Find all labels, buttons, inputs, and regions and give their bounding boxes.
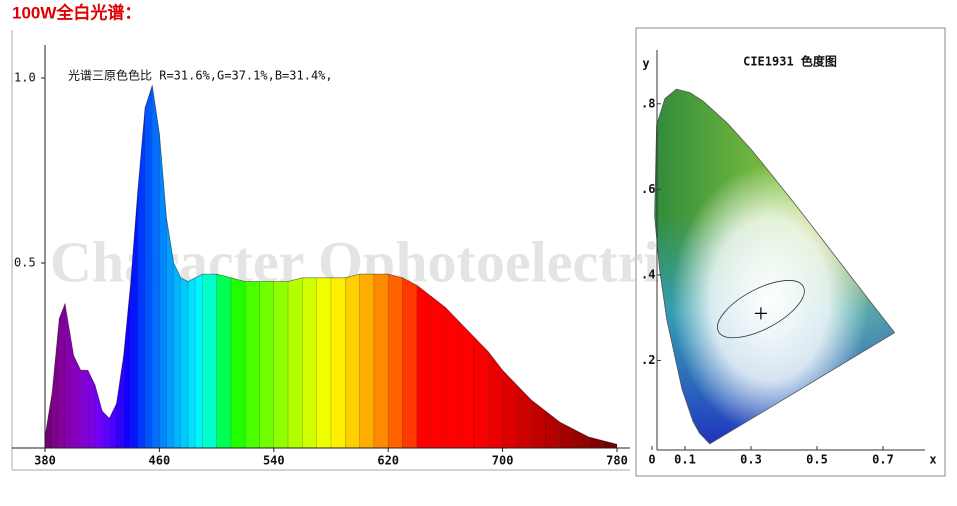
spectrum-segment bbox=[94, 385, 103, 449]
spectrum-segment bbox=[445, 306, 460, 449]
spectrum-segment bbox=[416, 284, 432, 449]
white-point bbox=[754, 307, 767, 320]
spectrum-segment bbox=[187, 277, 196, 449]
y-tick-label: .8 bbox=[641, 96, 655, 110]
x-tick-label: 540 bbox=[263, 454, 285, 468]
x-tick-label: 700 bbox=[492, 454, 514, 468]
spectrum-segment bbox=[502, 369, 518, 449]
y-tick-label: .4 bbox=[641, 267, 655, 281]
spectrum-segment bbox=[101, 410, 110, 449]
spectrum-segment bbox=[359, 273, 375, 449]
y-tick-label: .2 bbox=[641, 353, 655, 367]
spectrum-segment bbox=[259, 281, 275, 449]
spectrum-segment bbox=[345, 273, 360, 449]
spectrum-segment bbox=[73, 355, 81, 449]
spectrum-segment bbox=[273, 281, 289, 449]
x-tick-label: 0 bbox=[648, 453, 655, 467]
spectrum-segment bbox=[137, 107, 146, 449]
x-axis-label: x bbox=[929, 453, 936, 467]
x-tick-label: 780 bbox=[606, 454, 628, 468]
y-tick-label: 1.0 bbox=[14, 71, 36, 85]
x-tick-label: 380 bbox=[34, 454, 56, 468]
spectrum-segment bbox=[316, 277, 332, 449]
x-tick-label: 0.5 bbox=[806, 453, 828, 467]
spectrum-segment bbox=[488, 351, 503, 449]
cie-chart: .2 .4 .6 .8 0 0.1 0.3 0.5 0.7 x y CIE1931 色度图 bbox=[641, 50, 937, 467]
x-tick-label: 0.3 bbox=[740, 453, 762, 467]
spectrum-segment bbox=[202, 273, 217, 449]
y-tick-label: .6 bbox=[641, 182, 655, 196]
spectrum-outline bbox=[44, 85, 618, 445]
spectrum-segment bbox=[402, 277, 418, 449]
spectrum-segment bbox=[530, 399, 546, 449]
spectrum-segment bbox=[373, 273, 389, 449]
spectral-locus bbox=[654, 88, 896, 445]
spectrum-segment bbox=[216, 273, 232, 449]
y-axis-label: y bbox=[642, 57, 649, 71]
spectrum-segment bbox=[152, 85, 160, 449]
spectrum-segment bbox=[80, 370, 89, 449]
spectrum-segment bbox=[573, 429, 589, 449]
spectrum-segment bbox=[473, 336, 489, 449]
page-title: 100W全白光谱： bbox=[12, 2, 141, 22]
spectrum-segment bbox=[430, 295, 446, 449]
y-tick-label: 0.5 bbox=[14, 256, 36, 270]
spectrum-segment bbox=[64, 303, 74, 449]
spectrum-segment bbox=[59, 303, 66, 449]
spectrum-segment bbox=[602, 440, 618, 449]
spectrum-segment bbox=[302, 277, 317, 449]
x-tick-label: 460 bbox=[149, 454, 171, 468]
chart-title: CIE1931 色度图 bbox=[743, 54, 837, 69]
spectrum-segment bbox=[173, 262, 182, 449]
spectrum-segment bbox=[287, 277, 303, 449]
spectrum-segment bbox=[194, 273, 203, 449]
spectrum-segment bbox=[116, 355, 124, 449]
spectrum-segment bbox=[516, 384, 532, 449]
spectrum-segment bbox=[244, 281, 260, 449]
spectrum-segment bbox=[459, 321, 475, 449]
spectrum-segment bbox=[130, 188, 139, 449]
annotation: 光谱三原色色比 R=31.6%,G=37.1%,B=31.4%, bbox=[68, 69, 333, 83]
spectrum-segment bbox=[230, 277, 246, 449]
spectrum-segment bbox=[123, 281, 132, 449]
gamut-color bbox=[654, 89, 895, 444]
spectrum-segment bbox=[87, 370, 96, 449]
spectrum-segment bbox=[387, 273, 403, 449]
x-tick-label: 0.7 bbox=[872, 453, 894, 467]
frame bbox=[635, 27, 946, 477]
spectrum-segment bbox=[144, 85, 153, 449]
planckian-region bbox=[717, 280, 805, 339]
x-tick-label: 620 bbox=[377, 454, 399, 468]
spectrum-segment bbox=[330, 277, 346, 449]
spectrum-segment bbox=[180, 277, 189, 449]
cie-gamut bbox=[654, 89, 895, 444]
x-tick-label: 0.1 bbox=[674, 453, 696, 467]
